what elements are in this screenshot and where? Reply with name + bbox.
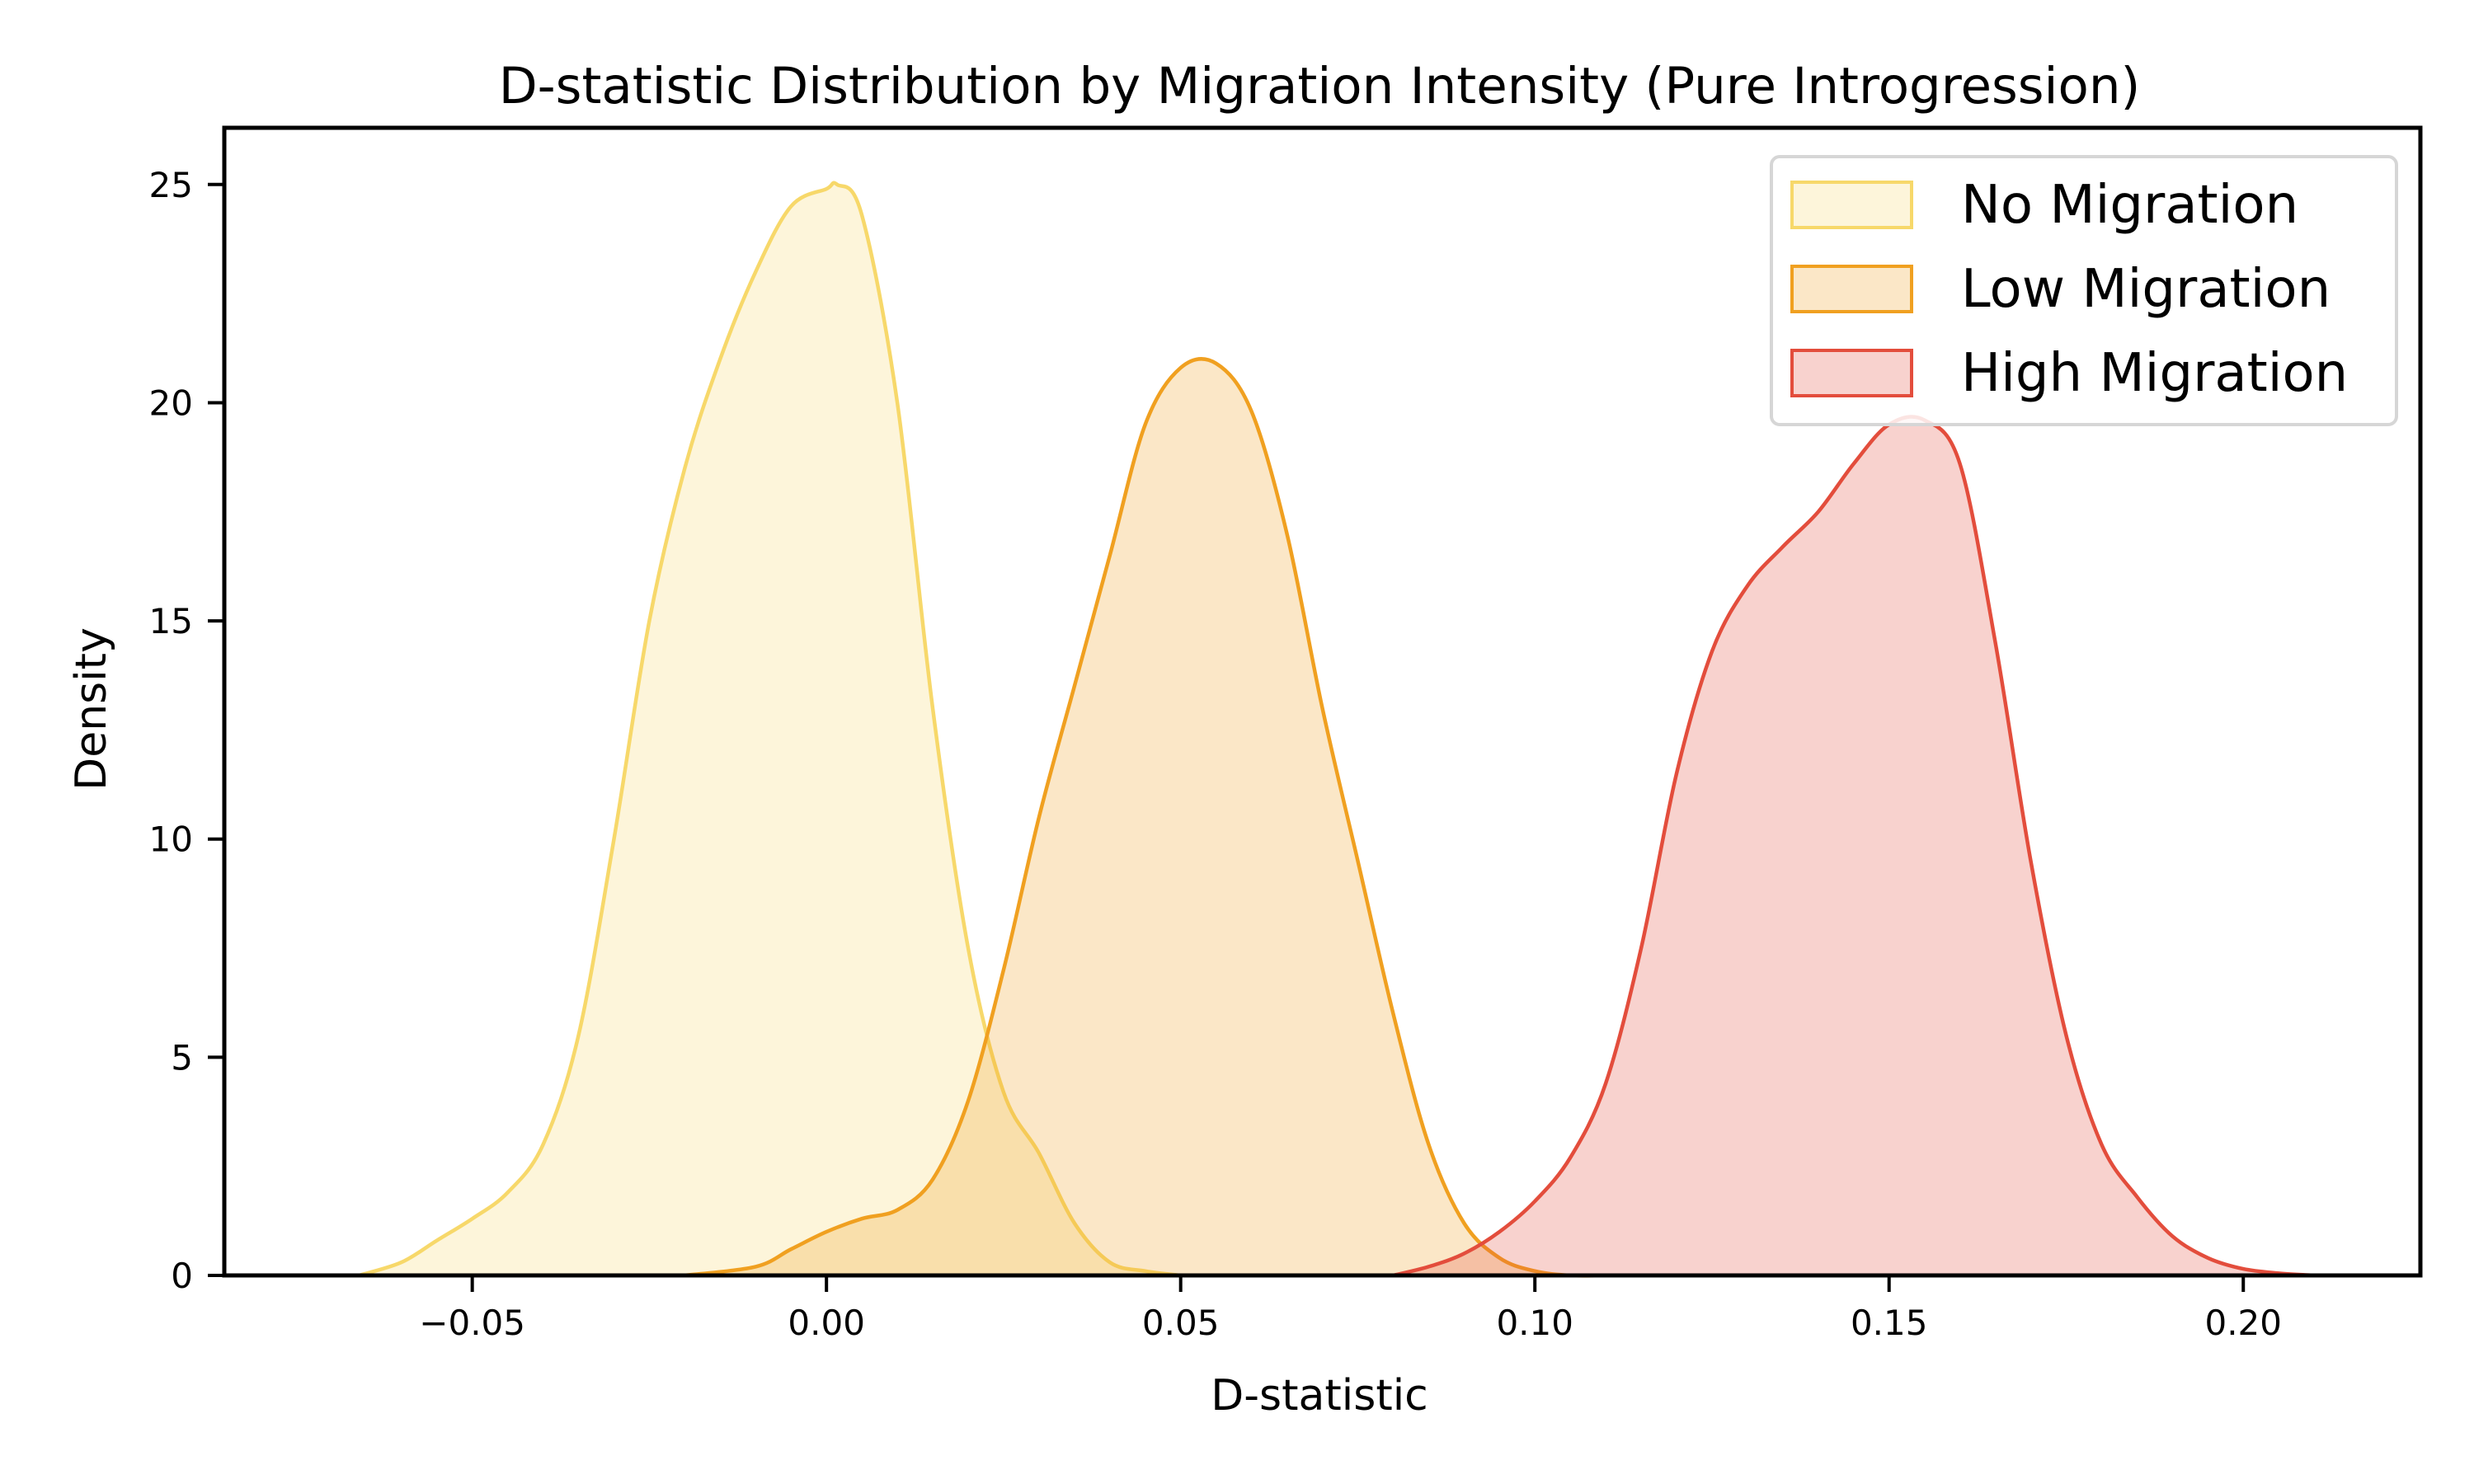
ticks-layer: −0.05 0.00 0.05 0.10 0.15 0.20 0 5 10 15 20 25 bbox=[149, 165, 2282, 1343]
x-tick-label: −0.05 bbox=[419, 1303, 525, 1343]
series-layer bbox=[358, 181, 2315, 1278]
series-line-high-migration bbox=[1392, 415, 2315, 1278]
series-area-no-migration bbox=[359, 182, 1181, 1276]
x-tick-label: 0.00 bbox=[788, 1303, 865, 1343]
legend-swatch-high-migration bbox=[1790, 349, 1913, 397]
series-line-low-migration bbox=[684, 357, 1606, 1278]
y-axis-label: Density bbox=[67, 627, 116, 791]
legend-item-high-migration: High Migration bbox=[1790, 343, 2348, 404]
series-area-high-migration bbox=[1393, 416, 2315, 1275]
plot-frame bbox=[222, 125, 2423, 1278]
y-tick-label: 15 bbox=[149, 601, 193, 641]
legend-item-no-migration: No Migration bbox=[1790, 175, 2298, 236]
x-axis-label: D-statistic bbox=[1211, 1371, 1428, 1421]
y-tick-label: 10 bbox=[149, 819, 193, 860]
legend-box bbox=[1770, 155, 2398, 426]
x-tick-label: 0.15 bbox=[1851, 1303, 1928, 1343]
legend-swatch-low-migration bbox=[1790, 265, 1913, 313]
legend-swatch-no-migration bbox=[1790, 181, 1913, 229]
x-tick-label: 0.20 bbox=[2204, 1303, 2282, 1343]
legend-item-low-migration: Low Migration bbox=[1790, 259, 2331, 320]
y-tick-label: 20 bbox=[149, 383, 193, 423]
x-tick-label: 0.05 bbox=[1142, 1303, 1220, 1343]
legend: No Migration Low Migration High Migration bbox=[1770, 155, 2398, 426]
legend-label-no-migration: No Migration bbox=[1961, 175, 2298, 236]
series-area-low-migration bbox=[684, 359, 1606, 1276]
x-tick-label: 0.10 bbox=[1496, 1303, 1573, 1343]
chart-title: D-statistic Distribution by Migration In… bbox=[499, 57, 2141, 115]
y-tick-label: 5 bbox=[171, 1037, 193, 1078]
y-tick-label: 25 bbox=[149, 165, 193, 205]
legend-label-high-migration: High Migration bbox=[1961, 343, 2348, 404]
series-line-no-migration bbox=[358, 181, 1181, 1278]
legend-label-low-migration: Low Migration bbox=[1961, 259, 2331, 320]
y-tick-label: 0 bbox=[171, 1256, 193, 1296]
